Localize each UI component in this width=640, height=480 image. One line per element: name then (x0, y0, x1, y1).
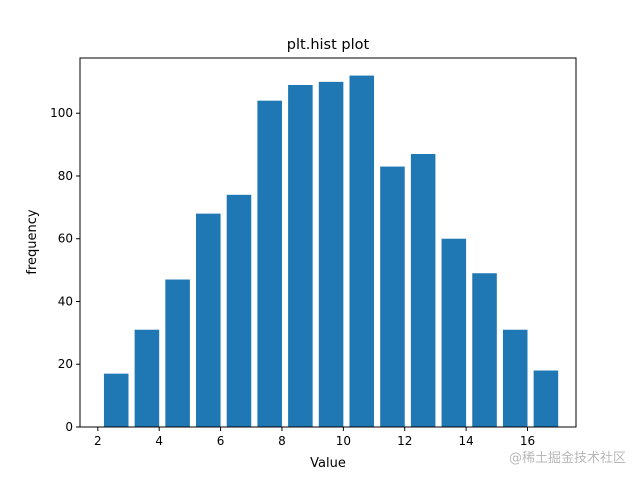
x-tick-label: 10 (336, 434, 351, 448)
x-axis-ticks: 2 4 6 8 10 12 14 16 (94, 427, 535, 448)
y-tick-label: 80 (58, 169, 73, 183)
bar (318, 81, 344, 427)
bar (226, 194, 252, 427)
bar (196, 213, 221, 427)
chart-title: plt.hist plot (287, 37, 370, 53)
x-tick-label: 4 (155, 434, 163, 448)
y-tick-label: 0 (65, 420, 73, 434)
bar (380, 166, 405, 427)
x-tick-label: 16 (520, 434, 535, 448)
x-tick-label: 12 (397, 434, 412, 448)
bar (134, 329, 160, 427)
plot-frame (79, 57, 577, 428)
bar (502, 329, 528, 427)
bar (288, 84, 313, 427)
y-tick-label: 100 (50, 106, 73, 120)
bar (349, 75, 375, 427)
bars-group (103, 75, 559, 428)
y-axis-label: frequency (25, 209, 40, 275)
x-axis-label: Value (310, 456, 346, 471)
bar (410, 154, 436, 427)
bar (533, 370, 559, 427)
watermark: @稀土掘金技术社区 (508, 451, 626, 466)
y-axis-ticks: 0 20 40 60 80 100 (50, 106, 80, 434)
x-tick-label: 2 (94, 434, 102, 448)
y-tick-label: 20 (58, 357, 73, 371)
x-tick-label: 14 (458, 434, 473, 448)
bar (103, 373, 129, 427)
bar (165, 279, 190, 427)
y-tick-label: 40 (58, 294, 73, 308)
bar (472, 273, 497, 427)
y-tick-label: 60 (58, 232, 73, 246)
x-tick-label: 6 (217, 434, 225, 448)
x-tick-label: 8 (278, 434, 286, 448)
bar (257, 100, 282, 428)
bar (441, 238, 467, 427)
